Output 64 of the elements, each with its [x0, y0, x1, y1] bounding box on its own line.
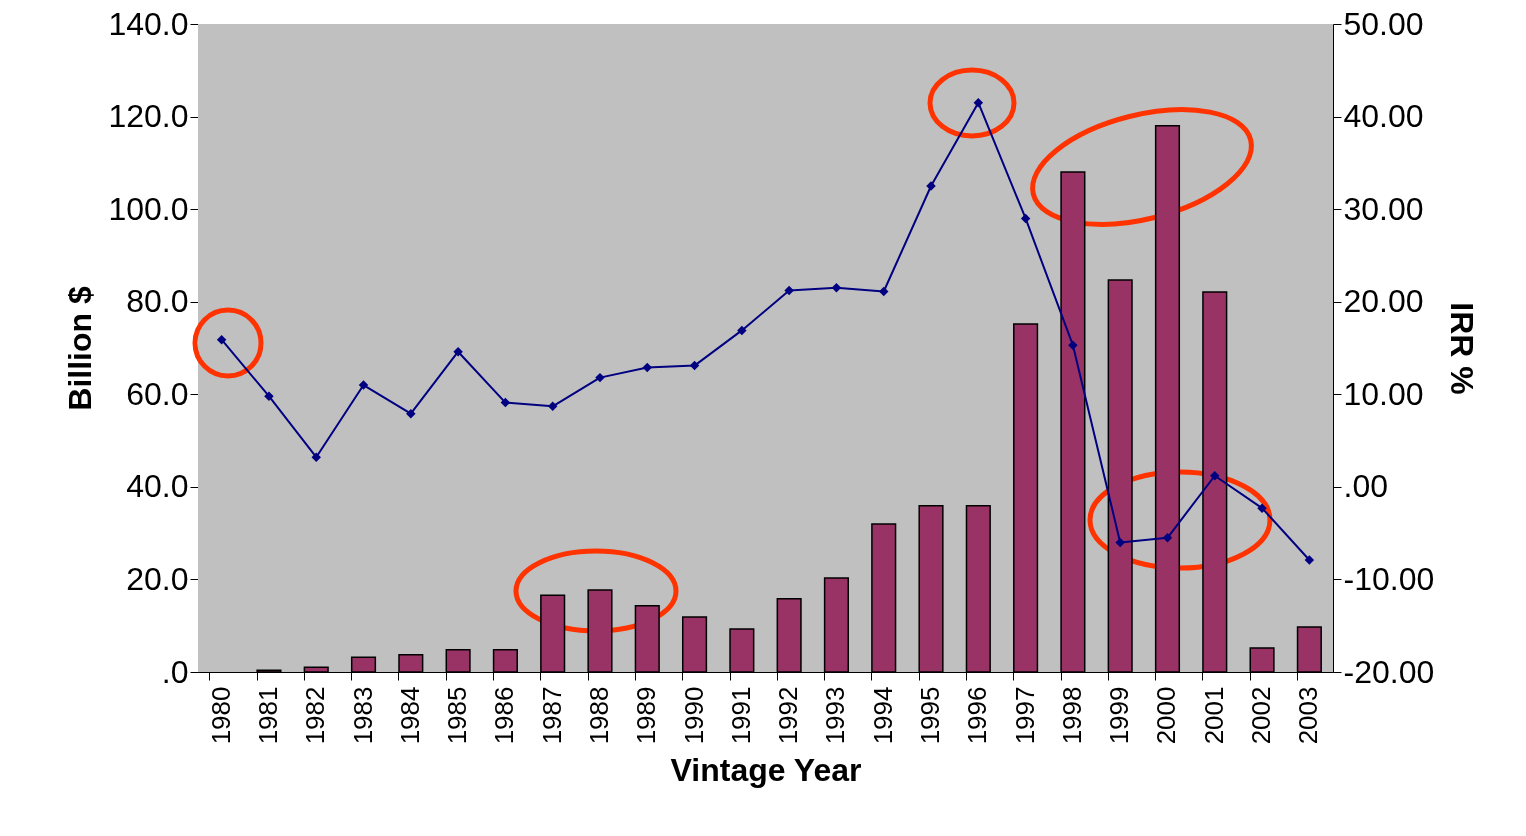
x-tick-label: 1980	[205, 686, 236, 745]
x-tick-label: 1989	[631, 686, 662, 745]
point	[973, 97, 984, 108]
point	[1115, 537, 1125, 548]
point	[358, 380, 369, 390]
y2-tick-label: 20.00	[1343, 283, 1424, 320]
point	[1068, 340, 1078, 350]
y-tick-label: 80.0	[126, 283, 189, 320]
point	[737, 325, 747, 336]
x-tick-label: 1993	[820, 686, 851, 745]
y2-tick-label: 10.00	[1343, 375, 1424, 412]
point	[1210, 471, 1220, 481]
y-tick-label: .0	[161, 653, 189, 690]
point	[878, 286, 889, 297]
y-tick-label: 100.0	[108, 190, 189, 227]
x-tick-label: 1991	[725, 686, 756, 745]
x-tick-label: 1983	[347, 686, 378, 745]
x-tick-label: 1981	[252, 686, 283, 745]
x-tick-label: 1994	[867, 686, 898, 745]
x-tick-label: 1990	[678, 686, 709, 745]
y2-tick-label: -20.00	[1343, 653, 1435, 690]
x-tick-label: 1995	[915, 686, 946, 745]
y-tick-label: 60.0	[126, 375, 189, 412]
point	[642, 362, 653, 373]
point	[595, 372, 605, 383]
x-tick-label: 1985	[442, 686, 473, 745]
y2-axis-title: IRR %	[1444, 302, 1481, 395]
y2-tick-label: 40.00	[1343, 98, 1424, 135]
y-tick-label: 120.0	[108, 98, 189, 135]
point	[453, 346, 463, 357]
x-tick-label: 1987	[536, 686, 567, 745]
point	[547, 401, 558, 412]
x-tick-label: 1998	[1056, 686, 1087, 745]
point	[831, 283, 842, 293]
y2-tick-label: 30.00	[1343, 190, 1424, 227]
x-tick-label: 2001	[1198, 686, 1229, 745]
x-tick-label: 1997	[1009, 686, 1040, 745]
y2-tick-label: -10.00	[1343, 560, 1435, 597]
point	[1162, 533, 1173, 543]
point	[1304, 555, 1315, 565]
x-tick-label: 2002	[1246, 686, 1277, 745]
x-tick-label: 1982	[300, 686, 331, 745]
point	[311, 452, 321, 462]
y2-tick-label: .00	[1343, 468, 1388, 505]
x-tick-label: 2000	[1151, 686, 1182, 745]
point	[406, 408, 416, 419]
x-tick-label: 1988	[583, 686, 614, 745]
x-axis-title: Vintage Year	[670, 752, 862, 789]
point	[500, 397, 511, 408]
point	[1020, 213, 1031, 224]
point	[689, 360, 700, 371]
x-tick-label: 1999	[1104, 686, 1135, 745]
x-tick-label: 2003	[1293, 686, 1324, 745]
y-tick-label: 20.0	[126, 560, 189, 597]
y-tick-label: 40.0	[126, 468, 189, 505]
y2-tick-label: 50.00	[1343, 5, 1424, 42]
y-axis-title: Billion $	[62, 286, 99, 411]
point	[784, 285, 794, 296]
y-tick-label: 140.0	[108, 5, 189, 42]
x-tick-label: 1996	[962, 686, 993, 745]
x-tick-label: 1984	[394, 686, 425, 745]
x-tick-label: 1986	[489, 686, 520, 745]
x-tick-label: 1992	[773, 686, 804, 745]
point	[216, 334, 227, 345]
